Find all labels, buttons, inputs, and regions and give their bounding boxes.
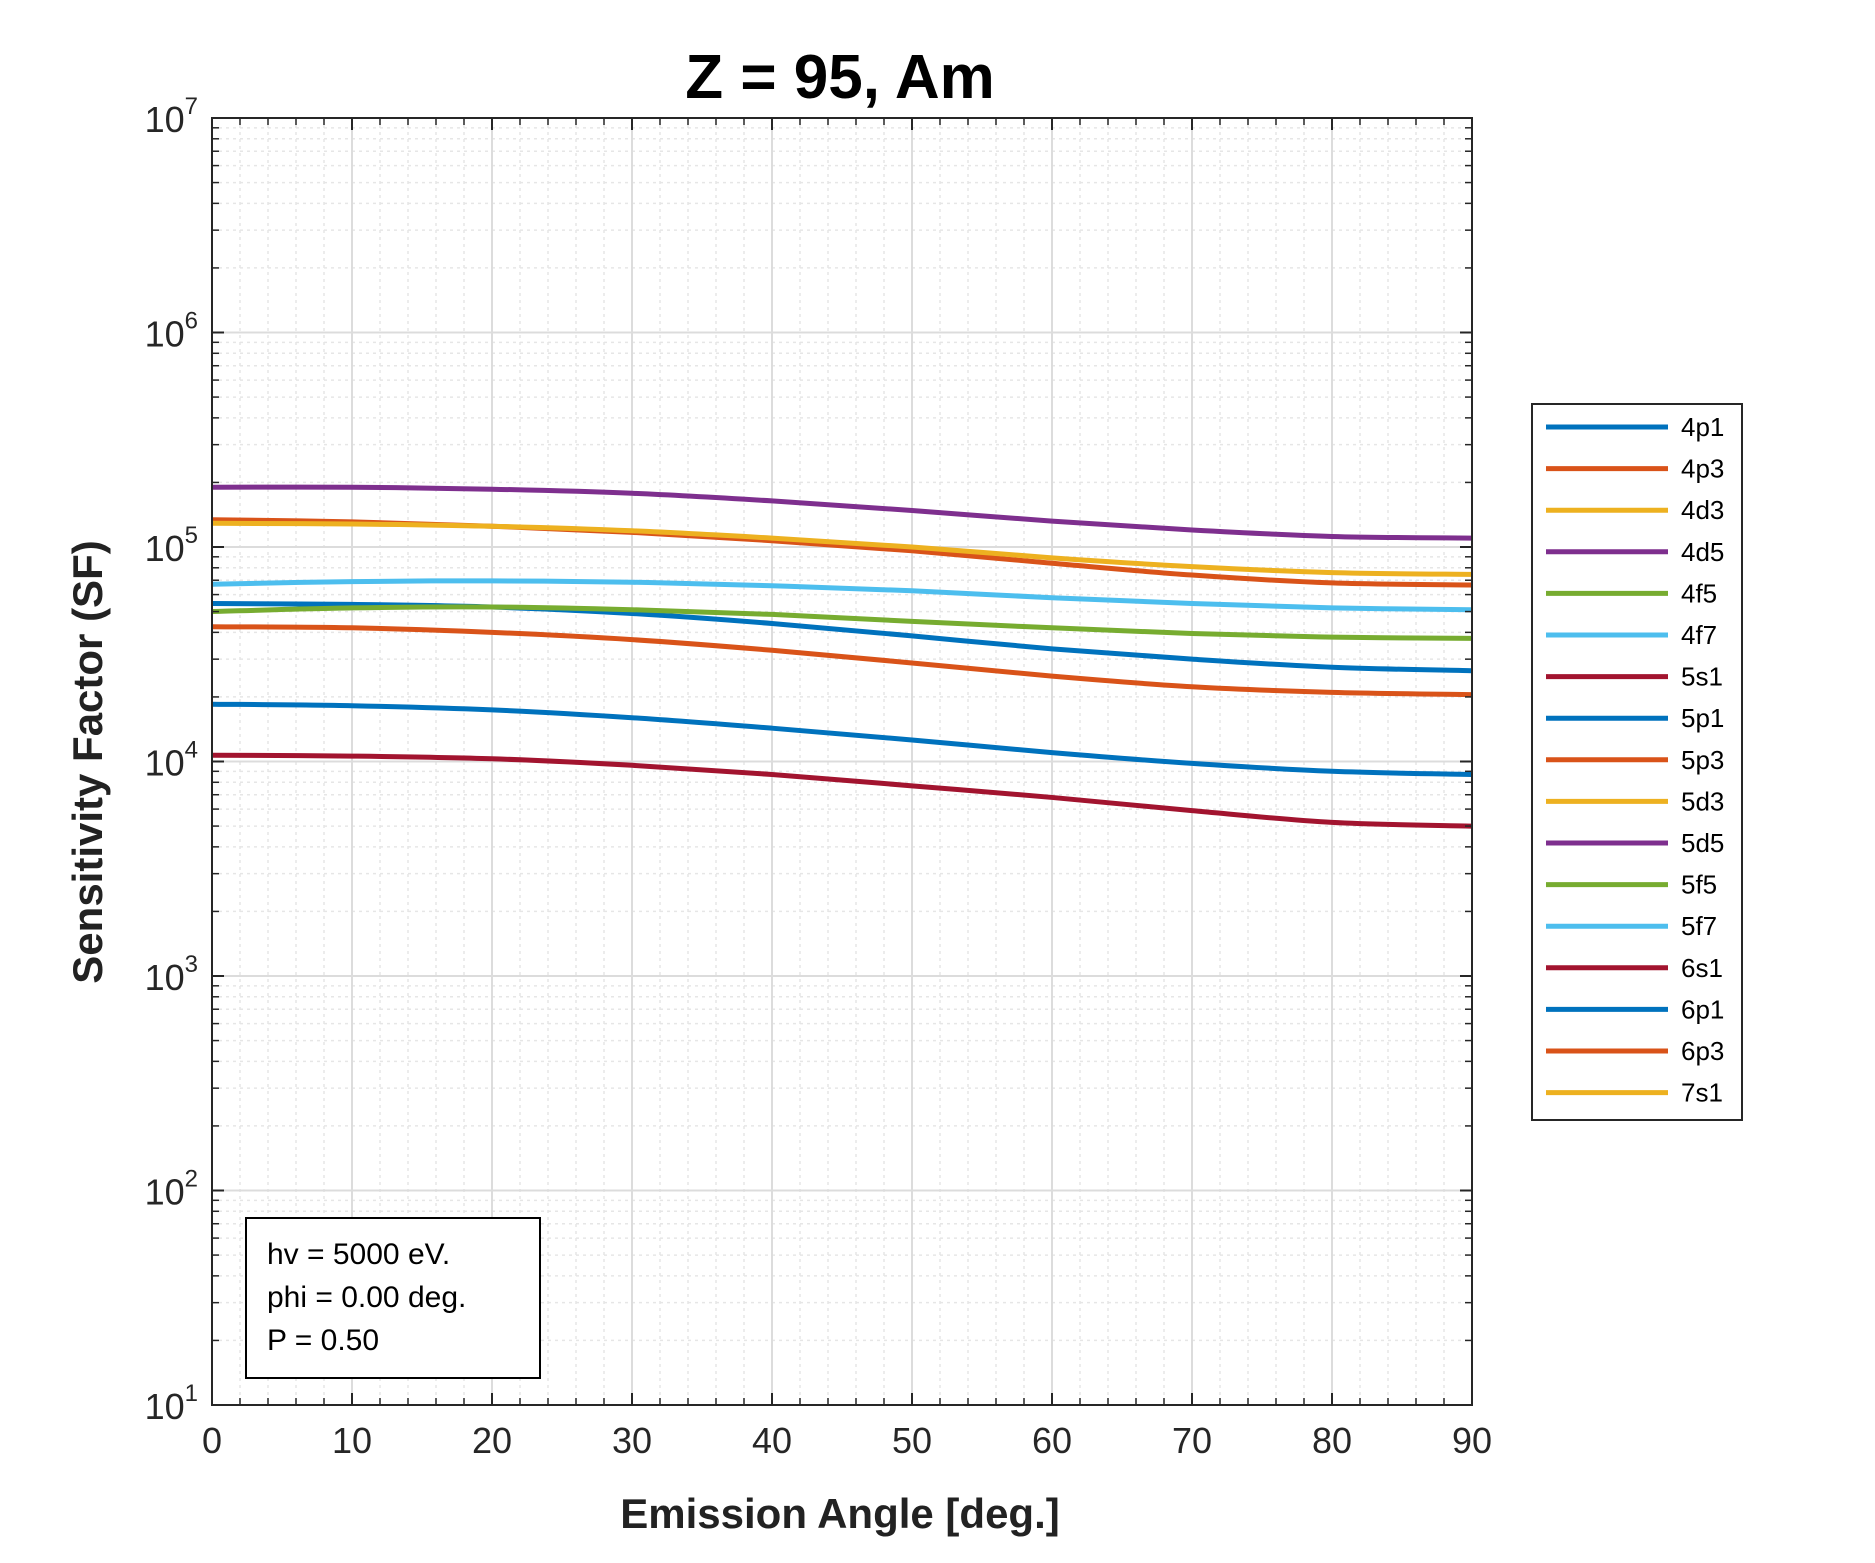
legend-label-5f5: 5f5 bbox=[1681, 870, 1717, 900]
legend-items: 4p1 4p3 4d3 4d5 4f5 4f7 5s1 5p1 5p3 5d3 5d5 5f5 5f7 6… bbox=[1546, 412, 1724, 1108]
chart-title: Z = 95, Am bbox=[685, 43, 995, 112]
series-line-4d5 bbox=[211, 484, 1473, 541]
x-tick-label: 20 bbox=[472, 1420, 512, 1461]
x-tick-label: 80 bbox=[1312, 1420, 1352, 1461]
x-tick-label: 30 bbox=[612, 1420, 652, 1461]
legend-label-6s1: 6s1 bbox=[1681, 953, 1723, 983]
legend-label-4f7: 4f7 bbox=[1681, 620, 1717, 650]
y-axis-label: Sensitivity Factor (SF) bbox=[64, 540, 111, 983]
series-line-5p1 bbox=[211, 701, 1473, 777]
legend-label-5d3: 5d3 bbox=[1681, 786, 1724, 816]
x-tick-label: 10 bbox=[332, 1420, 372, 1461]
series-line-5p3 bbox=[211, 624, 1473, 698]
annotation-line-phi: phi = 0.00 deg. bbox=[267, 1281, 466, 1314]
legend-label-7s1: 7s1 bbox=[1681, 1078, 1723, 1108]
legend-label-5f7: 5f7 bbox=[1681, 911, 1717, 941]
x-tick-label: 90 bbox=[1452, 1420, 1492, 1461]
x-axis-label: Emission Angle [deg.] bbox=[620, 1490, 1059, 1537]
y-tick-label: 106 bbox=[145, 308, 198, 355]
legend-label-6p3: 6p3 bbox=[1681, 1036, 1724, 1066]
y-tick-label: 103 bbox=[145, 951, 198, 998]
legend: 4p1 4p3 4d3 4d5 4f5 4f7 5s1 5p1 5p3 5d3 5d5 5f5 5f7 6… bbox=[1531, 403, 1743, 1121]
legend-label-4p3: 4p3 bbox=[1681, 454, 1724, 484]
legend-label-4d5: 4d5 bbox=[1681, 537, 1724, 567]
legend-label-5p3: 5p3 bbox=[1681, 745, 1724, 775]
legend-label-6p1: 6p1 bbox=[1681, 994, 1724, 1024]
legend-label-4f5: 4f5 bbox=[1681, 578, 1717, 608]
legend-label-5s1: 5s1 bbox=[1681, 662, 1723, 692]
series-lines bbox=[211, 484, 1473, 829]
y-tick-label: 102 bbox=[145, 1166, 198, 1213]
series-line-6s1 bbox=[211, 752, 1473, 829]
x-tick-label: 50 bbox=[892, 1420, 932, 1461]
legend-label-5d5: 5d5 bbox=[1681, 828, 1724, 858]
y-tick-label: 104 bbox=[145, 737, 198, 784]
x-tick-label: 40 bbox=[752, 1420, 792, 1461]
legend-label-4d3: 4d3 bbox=[1681, 495, 1724, 525]
annotation-frame bbox=[245, 1217, 541, 1379]
annotation-line-energy: hv = 5000 eV. bbox=[267, 1238, 450, 1271]
tick-labels: 0 10 20 30 40 50 60 70 80 90 101 102 103 104 105 106 107 bbox=[145, 93, 1492, 1461]
annotation-line-polarization: P = 0.50 bbox=[267, 1324, 379, 1357]
y-tick-label: 107 bbox=[145, 93, 198, 140]
series-line-4f7 bbox=[211, 578, 1473, 613]
x-tick-label: 60 bbox=[1032, 1420, 1072, 1461]
legend-label-4p1: 4p1 bbox=[1681, 412, 1724, 442]
x-tick-label: 70 bbox=[1172, 1420, 1212, 1461]
x-tick-label: 0 bbox=[202, 1420, 222, 1461]
axis-ticks bbox=[211, 118, 1473, 1406]
series-line-4d3 bbox=[211, 520, 1473, 577]
y-tick-label: 105 bbox=[145, 522, 198, 569]
series-line-4f5 bbox=[211, 604, 1473, 641]
y-tick-label: 101 bbox=[145, 1380, 198, 1427]
annotation-box: hv = 5000 eV. phi = 0.00 deg. P = 0.50 bbox=[245, 1217, 541, 1379]
legend-label-5p1: 5p1 bbox=[1681, 703, 1724, 733]
